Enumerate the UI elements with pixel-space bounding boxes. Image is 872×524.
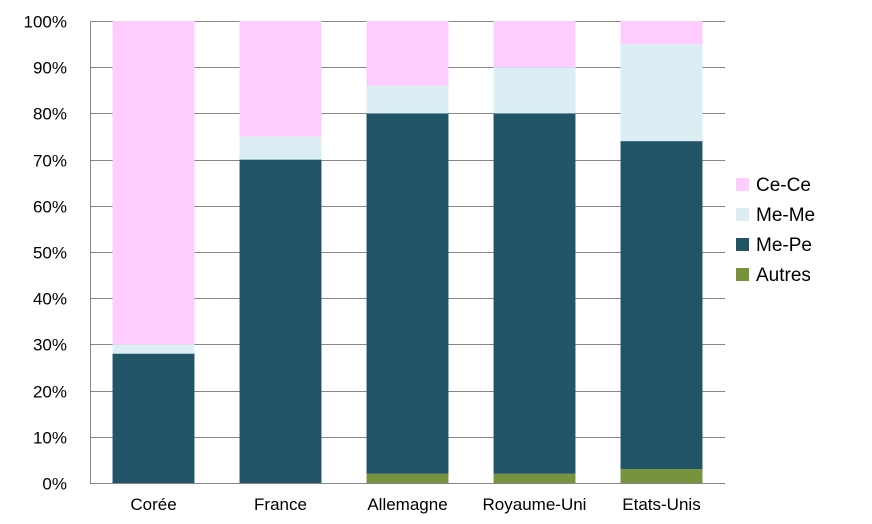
bar-me-pe-royaume-uni: [493, 113, 576, 474]
y-tick-label: 70%: [33, 152, 67, 171]
bar-autres-etats-unis: [620, 469, 703, 483]
x-axis-tick-labels: Corée France Allemagne Royaume-Uni Etats-Uni…: [130, 495, 700, 514]
legend-label: Me-Me: [756, 205, 815, 226]
legend-label: Autres: [756, 265, 811, 286]
x-tick-label: Royaume-Uni: [483, 495, 587, 514]
bar-me-me-allemagne: [366, 85, 449, 114]
legend-swatch: [736, 268, 749, 281]
x-tick-label: Etats-Unis: [622, 495, 700, 514]
y-tick-label: 60%: [33, 198, 67, 217]
bars: [112, 21, 703, 483]
y-tick-label: 50%: [33, 244, 67, 263]
legend-item: Me-Me: [736, 205, 815, 226]
bar-ce-ce-allemagne: [366, 21, 449, 86]
legend-item: Ce-Ce: [736, 175, 811, 196]
y-tick-label: 20%: [33, 383, 67, 402]
bar-me-me-royaume-uni: [493, 67, 576, 114]
y-tick-label: 40%: [33, 290, 67, 309]
legend-label: Me-Pe: [756, 235, 812, 256]
y-tick-label: 30%: [33, 336, 67, 355]
bar-ce-ce-royaume-uni: [493, 21, 576, 68]
bar-autres-royaume-uni: [493, 473, 576, 483]
x-tick-label: Allemagne: [367, 495, 447, 514]
x-tick-label: France: [254, 495, 307, 514]
y-tick-label: 90%: [33, 59, 67, 78]
legend-item: Me-Pe: [736, 235, 812, 256]
y-tick-label: 80%: [33, 105, 67, 124]
bar-me-pe-france: [239, 159, 322, 483]
legend-swatch: [736, 178, 749, 191]
bar-me-me-cor-e: [112, 344, 195, 354]
legend-swatch: [736, 208, 749, 221]
bar-ce-ce-etats-unis: [620, 21, 703, 45]
legend-swatch: [736, 238, 749, 251]
y-tick-label: 10%: [33, 429, 67, 448]
y-tick-label: 0%: [42, 475, 67, 494]
x-tick-label: Corée: [130, 495, 176, 514]
legend-item: Autres: [736, 265, 811, 286]
bar-me-pe-etats-unis: [620, 141, 703, 470]
bar-me-pe-allemagne: [366, 113, 449, 474]
bar-autres-allemagne: [366, 473, 449, 483]
y-axis-tick-labels: 0% 10% 20% 30% 40% 50% 60% 70% 80% 90% 100%: [24, 13, 67, 494]
legend: Ce-Ce Me-Me Me-Pe Autres: [736, 175, 815, 286]
bar-me-pe-cor-e: [112, 353, 195, 483]
bar-me-me-france: [239, 136, 322, 160]
bar-ce-ce-cor-e: [112, 21, 195, 345]
bar-ce-ce-france: [239, 21, 322, 137]
bar-me-me-etats-unis: [620, 44, 703, 142]
legend-label: Ce-Ce: [756, 175, 811, 196]
y-tick-label: 100%: [24, 13, 67, 32]
